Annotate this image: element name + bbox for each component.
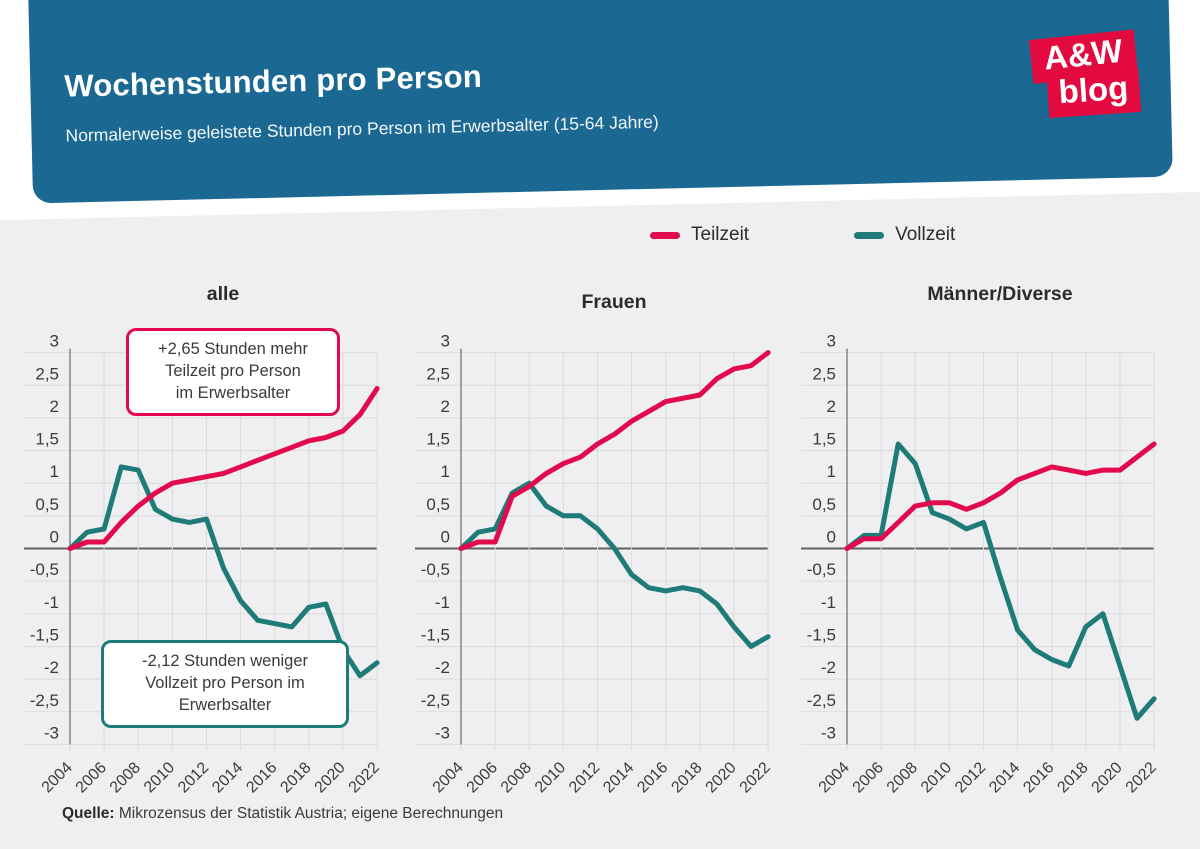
svg-text:0: 0 [441,528,450,547]
svg-text:-2,5: -2,5 [421,691,450,710]
svg-text:2004: 2004 [816,759,853,796]
svg-text:-1,5: -1,5 [421,625,450,644]
legend: Teilzeit Vollzeit [650,224,955,246]
svg-text:2020: 2020 [703,759,740,796]
svg-text:0,5: 0,5 [426,495,450,514]
svg-text:2: 2 [50,397,59,416]
svg-text:2,5: 2,5 [426,364,450,383]
svg-text:1: 1 [827,462,836,481]
svg-text:1,5: 1,5 [426,430,450,449]
svg-text:0,5: 0,5 [812,495,836,514]
svg-text:2018: 2018 [277,759,314,796]
svg-text:0: 0 [827,528,836,547]
svg-text:3: 3 [441,332,450,351]
line-chart-maenner-diverse: 32,521,510,50-0,5-1-1,5-2-2,5-3200420062… [801,332,1160,796]
svg-text:2: 2 [441,397,450,416]
svg-text:-2,5: -2,5 [807,691,836,710]
legend-item-vollzeit: Vollzeit [854,224,955,246]
svg-text:-3: -3 [821,723,836,742]
aw-blog-logo: A&W blog [1029,29,1142,120]
callout-vollzeit: -2,12 Stunden weniger Vollzeit pro Perso… [101,640,349,728]
svg-text:2004: 2004 [430,759,467,796]
svg-text:2006: 2006 [73,759,110,796]
svg-text:2,5: 2,5 [35,364,59,383]
svg-text:-2,5: -2,5 [30,691,59,710]
svg-text:2022: 2022 [346,759,383,796]
svg-text:2020: 2020 [312,759,349,796]
vollzeit-line-swatch [854,231,885,239]
header-banner: Wochenstunden pro Person Normalerweise g… [27,0,1173,204]
svg-text:2010: 2010 [141,759,178,796]
svg-text:2014: 2014 [600,759,637,796]
svg-text:2022: 2022 [1123,759,1160,796]
svg-text:1,5: 1,5 [35,430,59,449]
svg-text:2004: 2004 [39,759,76,796]
svg-text:-2: -2 [44,658,59,677]
source-text: Mikrozensus der Statistik Austria; eigen… [114,805,504,822]
svg-text:2016: 2016 [1020,759,1057,796]
svg-text:2012: 2012 [566,759,603,796]
svg-text:2020: 2020 [1089,759,1126,796]
svg-text:-1: -1 [44,593,59,612]
svg-text:-3: -3 [44,723,59,742]
svg-text:-0,5: -0,5 [807,560,836,579]
svg-text:2022: 2022 [737,759,774,796]
svg-text:-2: -2 [821,658,836,677]
svg-text:3: 3 [827,332,836,351]
svg-text:2,5: 2,5 [812,364,836,383]
svg-text:2012: 2012 [175,759,212,796]
svg-text:1,5: 1,5 [812,430,836,449]
svg-text:2014: 2014 [986,759,1023,796]
svg-text:-1,5: -1,5 [807,625,836,644]
svg-text:2008: 2008 [498,759,535,796]
svg-text:2010: 2010 [918,759,955,796]
page-title: Wochenstunden pro Person [63,58,483,104]
svg-text:3: 3 [50,332,59,351]
svg-text:-0,5: -0,5 [421,560,450,579]
panel-title-maenner-diverse: Männer/Diverse [927,283,1073,305]
svg-text:2018: 2018 [668,759,705,796]
svg-text:2010: 2010 [532,759,569,796]
svg-text:2008: 2008 [884,759,921,796]
legend-label-teilzeit: Teilzeit [691,224,750,245]
svg-text:2008: 2008 [107,759,144,796]
svg-text:0: 0 [50,528,59,547]
line-chart-frauen: 32,521,510,50-0,5-1-1,5-2-2,5-3200420062… [415,332,774,796]
svg-text:-1: -1 [435,593,450,612]
svg-text:2: 2 [827,397,836,416]
svg-text:2006: 2006 [464,759,501,796]
panel-title-frauen: Frauen [581,291,647,313]
legend-item-teilzeit: Teilzeit [650,224,749,246]
logo-blog-block: blog [1046,67,1142,119]
svg-text:-0,5: -0,5 [30,560,59,579]
svg-text:-3: -3 [435,723,450,742]
source-line: Quelle: Mikrozensus der Statistik Austri… [62,805,503,823]
svg-text:-1,5: -1,5 [30,625,59,644]
page-subtitle: Normalerweise geleistete Stunden pro Per… [65,111,659,146]
svg-text:1: 1 [50,462,59,481]
svg-text:2018: 2018 [1054,759,1091,796]
svg-text:2016: 2016 [243,759,280,796]
svg-text:2014: 2014 [209,759,246,796]
svg-text:2012: 2012 [952,759,989,796]
svg-text:-2: -2 [435,658,450,677]
callout-teilzeit: +2,65 Stunden mehr Teilzeit pro Person i… [126,328,340,416]
svg-text:1: 1 [441,462,450,481]
teilzeit-line-swatch [650,231,680,239]
line-chart-alle: 32,521,510,50-0,5-1-1,5-2-2,5-3200420062… [24,332,383,796]
source-label: Quelle: [62,805,115,822]
svg-text:2006: 2006 [850,759,887,796]
legend-label-vollzeit: Vollzeit [895,224,956,245]
svg-text:0,5: 0,5 [35,495,59,514]
svg-text:2016: 2016 [634,759,671,796]
svg-text:-1: -1 [821,593,836,612]
panel-title-alle: alle [206,283,240,305]
